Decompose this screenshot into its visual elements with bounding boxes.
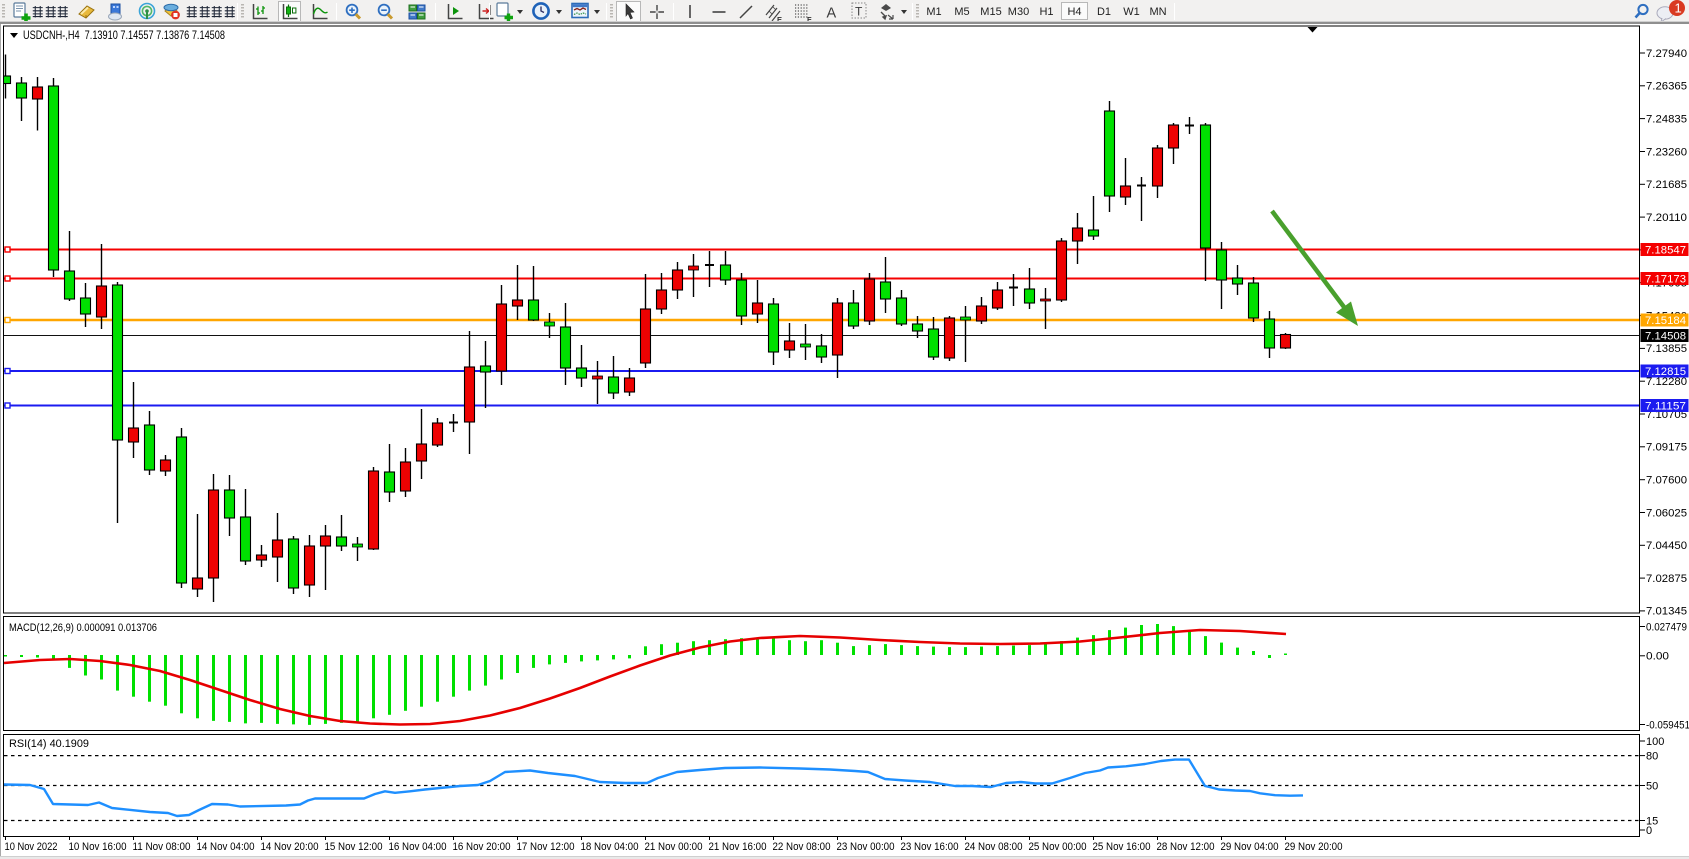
svg-text:0.00: 0.00: [1646, 651, 1669, 663]
svg-text:7.18547: 7.18547: [1645, 244, 1686, 256]
svg-text:7.14508: 7.14508: [1645, 330, 1686, 342]
svg-text:7.17173: 7.17173: [1645, 273, 1686, 285]
svg-text:17 Nov 12:00: 17 Nov 12:00: [517, 841, 575, 853]
svg-text:28 Nov 12:00: 28 Nov 12:00: [1157, 841, 1215, 853]
svg-text:7.01345: 7.01345: [1646, 606, 1687, 618]
svg-text:0: 0: [1646, 825, 1652, 837]
svg-text:7.12280: 7.12280: [1646, 376, 1687, 388]
svg-text:100: 100: [1646, 736, 1664, 748]
svg-text:7.11157: 7.11157: [1645, 400, 1686, 412]
svg-text:E: E: [777, 15, 782, 24]
svg-text:15: 15: [1646, 815, 1658, 827]
svg-text:23 Nov 00:00: 23 Nov 00:00: [837, 841, 895, 853]
svg-text:11 Nov 08:00: 11 Nov 08:00: [133, 841, 191, 853]
svg-text:50: 50: [1646, 780, 1658, 792]
svg-text:F: F: [807, 15, 812, 24]
svg-text:29 Nov 20:00: 29 Nov 20:00: [1285, 841, 1343, 853]
svg-text:-0.059451: -0.059451: [1646, 719, 1689, 731]
svg-text:25 Nov 00:00: 25 Nov 00:00: [1029, 841, 1087, 853]
svg-text:22 Nov 08:00: 22 Nov 08:00: [773, 841, 831, 853]
svg-text:7.06025: 7.06025: [1646, 507, 1687, 519]
svg-text:7.20110: 7.20110: [1646, 212, 1687, 224]
svg-text:16 Nov 04:00: 16 Nov 04:00: [389, 841, 447, 853]
svg-text:7.26365: 7.26365: [1646, 81, 1687, 93]
svg-text:A: A: [827, 6, 837, 22]
svg-text:15 Nov 12:00: 15 Nov 12:00: [325, 841, 383, 853]
svg-text:29 Nov 04:00: 29 Nov 04:00: [1221, 841, 1279, 853]
svg-text:T: T: [855, 5, 863, 19]
svg-text:USDCNH-,H4 7.13910 7.14557 7.: USDCNH-,H4 7.13910 7.14557 7.13876 7.145…: [23, 28, 225, 42]
svg-text:18 Nov 04:00: 18 Nov 04:00: [581, 841, 639, 853]
svg-text:7.23260: 7.23260: [1646, 146, 1687, 158]
svg-text:MACD(12,26,9) 0.000091 0.01370: MACD(12,26,9) 0.000091 0.013706: [9, 622, 157, 634]
svg-text:7.09175: 7.09175: [1646, 442, 1687, 454]
svg-text:24 Nov 08:00: 24 Nov 08:00: [965, 841, 1023, 853]
svg-text:7.27940: 7.27940: [1646, 48, 1687, 60]
svg-text:21 Nov 16:00: 21 Nov 16:00: [709, 841, 767, 853]
svg-text:14 Nov 04:00: 14 Nov 04:00: [197, 841, 255, 853]
svg-text:RSI(14) 40.1909: RSI(14) 40.1909: [9, 738, 89, 750]
svg-text:7.13855: 7.13855: [1646, 343, 1687, 355]
svg-text:1: 1: [1675, 1, 1682, 16]
svg-text:7.12815: 7.12815: [1645, 366, 1686, 378]
svg-text:23 Nov 16:00: 23 Nov 16:00: [901, 841, 959, 853]
svg-text:7.21685: 7.21685: [1646, 179, 1687, 191]
svg-text:14 Nov 20:00: 14 Nov 20:00: [261, 841, 319, 853]
svg-text:7.15184: 7.15184: [1645, 315, 1686, 327]
svg-text:7.24835: 7.24835: [1646, 113, 1687, 125]
svg-text:25 Nov 16:00: 25 Nov 16:00: [1093, 841, 1151, 853]
svg-text:0.027479: 0.027479: [1646, 621, 1687, 633]
svg-text:10 Nov 2022: 10 Nov 2022: [5, 841, 58, 853]
svg-text:7.07600: 7.07600: [1646, 475, 1687, 487]
svg-text:21 Nov 00:00: 21 Nov 00:00: [645, 841, 703, 853]
svg-text:10 Nov 16:00: 10 Nov 16:00: [69, 841, 127, 853]
svg-text:7.02875: 7.02875: [1646, 573, 1687, 585]
svg-text:80: 80: [1646, 750, 1658, 762]
svg-text:7.04450: 7.04450: [1646, 540, 1687, 552]
svg-text:16 Nov 20:00: 16 Nov 20:00: [453, 841, 511, 853]
